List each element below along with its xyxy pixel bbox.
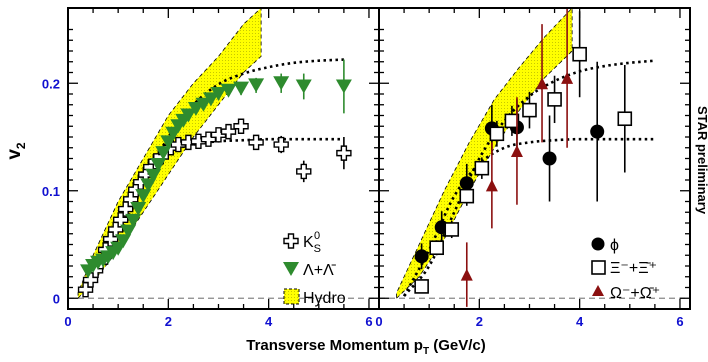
data-point xyxy=(504,113,520,129)
y-tick-label: 0.2 xyxy=(42,76,60,91)
legend-hydro-label: Hydro xyxy=(303,290,346,307)
legend-omega-label: Ω⁻+Ω̄⁺ xyxy=(610,285,660,302)
x-tick-label: 4 xyxy=(265,314,273,329)
data-point xyxy=(202,92,219,107)
data-point xyxy=(414,249,429,264)
x-axis-label: Transverse Momentum pT (GeV/c) xyxy=(246,337,486,357)
legend-omega-marker xyxy=(592,285,604,296)
data-point xyxy=(140,178,157,193)
data-point xyxy=(444,222,460,237)
legend-phi-marker xyxy=(591,237,605,251)
y-tick-label: 0.1 xyxy=(42,184,60,199)
data-point xyxy=(489,126,505,142)
data-point xyxy=(474,160,490,176)
data-point xyxy=(485,179,498,192)
data-point xyxy=(547,92,562,107)
legend-lambda-marker xyxy=(283,262,299,276)
data-point xyxy=(336,145,352,161)
data-point xyxy=(220,83,237,98)
data-point xyxy=(296,163,312,180)
legend-kshort-marker xyxy=(283,233,299,249)
data-point xyxy=(273,76,290,91)
series-2 xyxy=(414,11,633,294)
series-2 xyxy=(80,59,352,279)
legend-kshort-label: KS0 xyxy=(303,230,321,255)
x-tick-label: 0 xyxy=(64,314,71,329)
right-legend: ϕ Ξ⁻+Ξ̄⁺ Ω⁻+Ω̄⁺ xyxy=(591,237,660,302)
data-point xyxy=(180,108,197,123)
data-point xyxy=(572,46,587,62)
legend-phi-label: ϕ xyxy=(610,237,619,254)
data-point xyxy=(195,97,212,112)
data-point xyxy=(460,268,473,281)
data-point xyxy=(459,188,475,204)
series-3 xyxy=(460,8,574,307)
data-point xyxy=(273,136,289,153)
right-panel: 0 2 4 6 xyxy=(375,7,691,329)
x-tick-label: 2 xyxy=(165,314,172,329)
x-tick-label: 0 xyxy=(375,314,382,329)
x-tick-label: 6 xyxy=(676,314,683,329)
data-point xyxy=(155,146,172,161)
left-panel: 0 2 4 600.10.2 xyxy=(42,7,380,329)
data-point xyxy=(590,124,605,139)
data-point xyxy=(135,189,152,204)
data-point xyxy=(542,151,557,166)
data-point xyxy=(295,79,312,94)
data-point xyxy=(220,123,237,140)
data-point xyxy=(248,134,264,151)
plot-area xyxy=(68,8,379,300)
data-point xyxy=(248,78,265,93)
data-point xyxy=(145,168,162,183)
x-tick-label: 6 xyxy=(365,314,372,329)
legend-xi-marker xyxy=(591,260,606,275)
star-preliminary-label: STAR preliminary xyxy=(695,106,708,215)
data-point xyxy=(522,102,537,118)
x-tick-label: 4 xyxy=(576,314,584,329)
data-point xyxy=(617,111,633,127)
legend-lambda-label: Λ+Λ̄ xyxy=(303,262,337,279)
data-point xyxy=(233,81,250,96)
plot-area xyxy=(379,8,690,307)
data-point xyxy=(536,77,549,90)
data-point xyxy=(115,234,132,249)
data-point xyxy=(429,240,444,256)
data-point xyxy=(233,118,249,134)
data-point xyxy=(150,157,167,172)
data-point xyxy=(120,224,137,239)
data-point xyxy=(459,176,474,191)
data-point xyxy=(414,279,429,294)
x-tick-label: 2 xyxy=(476,314,483,329)
left-legend: KS0 Λ+Λ̄ Hydro xyxy=(283,230,346,307)
y-tick-label: 0 xyxy=(53,291,60,306)
data-point xyxy=(561,71,574,84)
legend-hydro-marker xyxy=(283,288,300,305)
data-point xyxy=(125,213,142,228)
data-point xyxy=(210,87,227,101)
data-point xyxy=(510,144,523,157)
y-axis-label: v2 xyxy=(4,142,28,160)
data-point xyxy=(335,79,352,94)
legend-xi-label: Ξ⁻+Ξ̄⁺ xyxy=(610,260,657,277)
fit-curve-1 xyxy=(81,58,344,294)
data-point xyxy=(130,202,147,217)
